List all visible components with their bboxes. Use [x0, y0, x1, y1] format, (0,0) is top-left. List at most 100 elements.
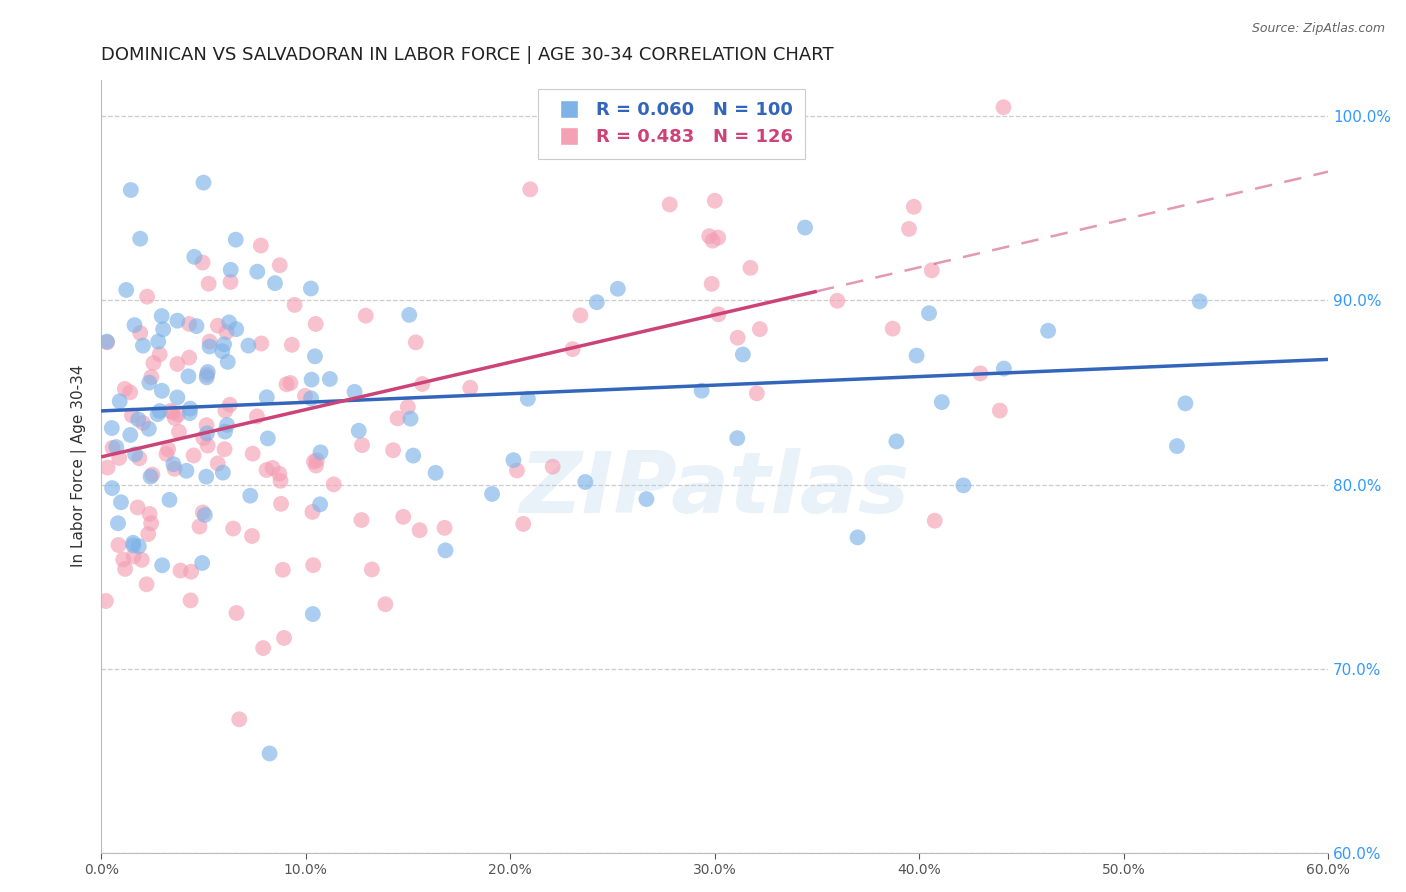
Point — [952, 478, 974, 492]
Y-axis label: In Labor Force | Age 30-34: In Labor Force | Age 30-34 — [72, 365, 87, 567]
Point — [301, 607, 323, 621]
Point — [988, 403, 1011, 417]
Point — [882, 321, 904, 335]
Point — [606, 282, 628, 296]
Point — [309, 497, 332, 511]
Point — [198, 334, 221, 349]
Point — [214, 425, 236, 439]
Point — [195, 426, 218, 441]
Point — [405, 335, 427, 350]
Point — [281, 338, 304, 352]
Point — [707, 230, 730, 244]
Point — [132, 338, 155, 352]
Point — [294, 389, 316, 403]
Point — [846, 530, 869, 544]
Point — [149, 404, 172, 418]
Point — [350, 513, 373, 527]
Point — [905, 349, 928, 363]
Point — [146, 407, 169, 421]
Point — [162, 405, 184, 419]
Point — [152, 322, 174, 336]
Point — [702, 234, 724, 248]
Point — [561, 342, 583, 356]
Point — [387, 411, 409, 425]
Point — [120, 428, 142, 442]
Point — [120, 385, 142, 400]
Point — [347, 424, 370, 438]
Point — [374, 597, 396, 611]
Point — [180, 565, 202, 579]
Point — [129, 326, 152, 340]
Point — [101, 421, 124, 435]
Point — [284, 298, 307, 312]
Point — [745, 386, 768, 401]
Point — [240, 529, 263, 543]
Point — [354, 309, 377, 323]
Point — [131, 553, 153, 567]
Point — [163, 411, 186, 425]
Point — [193, 431, 215, 445]
Point — [212, 466, 235, 480]
Point — [458, 381, 481, 395]
Point — [112, 552, 135, 566]
Point — [129, 232, 152, 246]
Point — [197, 277, 219, 291]
Point — [207, 457, 229, 471]
Point — [481, 487, 503, 501]
Point — [212, 337, 235, 351]
Point — [179, 406, 201, 420]
Point — [256, 390, 278, 404]
Point — [122, 536, 145, 550]
Point — [304, 349, 326, 363]
Point — [162, 457, 184, 471]
Point — [139, 469, 162, 483]
Point — [931, 395, 953, 409]
Point — [122, 549, 145, 564]
Point — [396, 400, 419, 414]
Point — [541, 459, 564, 474]
Point — [96, 334, 118, 349]
Point — [179, 317, 201, 331]
Point — [159, 404, 181, 418]
Point — [214, 403, 236, 417]
Point — [150, 309, 173, 323]
Point — [124, 318, 146, 332]
Point — [179, 401, 201, 416]
Point — [740, 260, 762, 275]
Point — [886, 434, 908, 449]
Point — [169, 564, 191, 578]
Point — [727, 331, 749, 345]
Point — [269, 467, 291, 481]
Point — [305, 453, 328, 467]
Point — [193, 176, 215, 190]
Point — [636, 492, 658, 507]
Point — [399, 411, 422, 425]
Point — [280, 376, 302, 390]
Point — [114, 562, 136, 576]
Point — [108, 450, 131, 465]
Point — [195, 370, 218, 384]
Point — [141, 516, 163, 531]
Point — [177, 369, 200, 384]
Point — [1188, 294, 1211, 309]
Point — [138, 507, 160, 521]
Point — [700, 277, 723, 291]
Point — [166, 391, 188, 405]
Point — [198, 339, 221, 353]
Point — [246, 265, 269, 279]
Point — [127, 500, 149, 515]
Point — [101, 481, 124, 495]
Point — [993, 100, 1015, 114]
Point — [262, 461, 284, 475]
Point — [219, 262, 242, 277]
Point — [124, 447, 146, 461]
Point — [519, 182, 541, 196]
Point — [150, 558, 173, 573]
Point — [269, 258, 291, 272]
Point — [918, 306, 941, 320]
Point — [270, 474, 292, 488]
Point — [138, 422, 160, 436]
Point — [259, 747, 281, 761]
Point — [122, 538, 145, 552]
Point — [512, 516, 534, 531]
